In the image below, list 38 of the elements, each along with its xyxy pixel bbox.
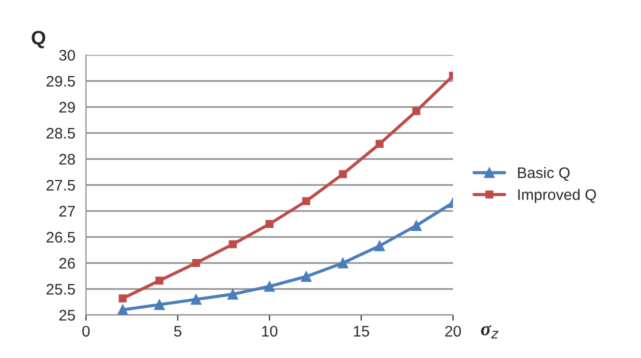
- point: [412, 107, 420, 116]
- y-tick-label: 29: [59, 102, 75, 113]
- y-tick-label: 27: [59, 206, 75, 217]
- point: [192, 259, 200, 267]
- y-tick-label: 26: [59, 258, 75, 269]
- point: [338, 170, 347, 178]
- y-tick-label: 28.5: [46, 128, 75, 139]
- x-axis-title: σ$_{z}$: [481, 324, 499, 338]
- x-tick-label: 15: [354, 326, 370, 337]
- point: [118, 294, 127, 302]
- point: [227, 288, 238, 300]
- point: [376, 140, 384, 148]
- point: [264, 281, 275, 292]
- point: [190, 294, 202, 305]
- x-tick-label: 20: [445, 326, 461, 337]
- y-tick-label: 29.5: [46, 76, 75, 87]
- legend-label: Improved Q: [518, 188, 596, 204]
- point: [228, 240, 237, 248]
- y-tick-label: 25.5: [46, 284, 75, 295]
- point: [302, 197, 310, 206]
- point: [155, 276, 164, 285]
- x-tick-label: 0: [82, 326, 90, 337]
- x-tick-label: 5: [174, 326, 182, 337]
- y-tick-label: 30: [59, 50, 75, 61]
- point: [300, 271, 312, 282]
- legend-label: Basic Q: [518, 166, 570, 181]
- point: [338, 258, 348, 268]
- point: [117, 304, 128, 315]
- point: [266, 220, 274, 228]
- y-tick-label: 26.5: [46, 232, 75, 243]
- point: [374, 240, 385, 252]
- x-tick-label: 10: [262, 326, 278, 337]
- y-tick-label: 25: [59, 310, 75, 321]
- y-tick-label: 27.5: [46, 180, 75, 191]
- y-tick-label: 28: [59, 154, 75, 165]
- point: [154, 299, 165, 310]
- point: [410, 220, 422, 231]
- y-axis-title: Q: [32, 30, 46, 48]
